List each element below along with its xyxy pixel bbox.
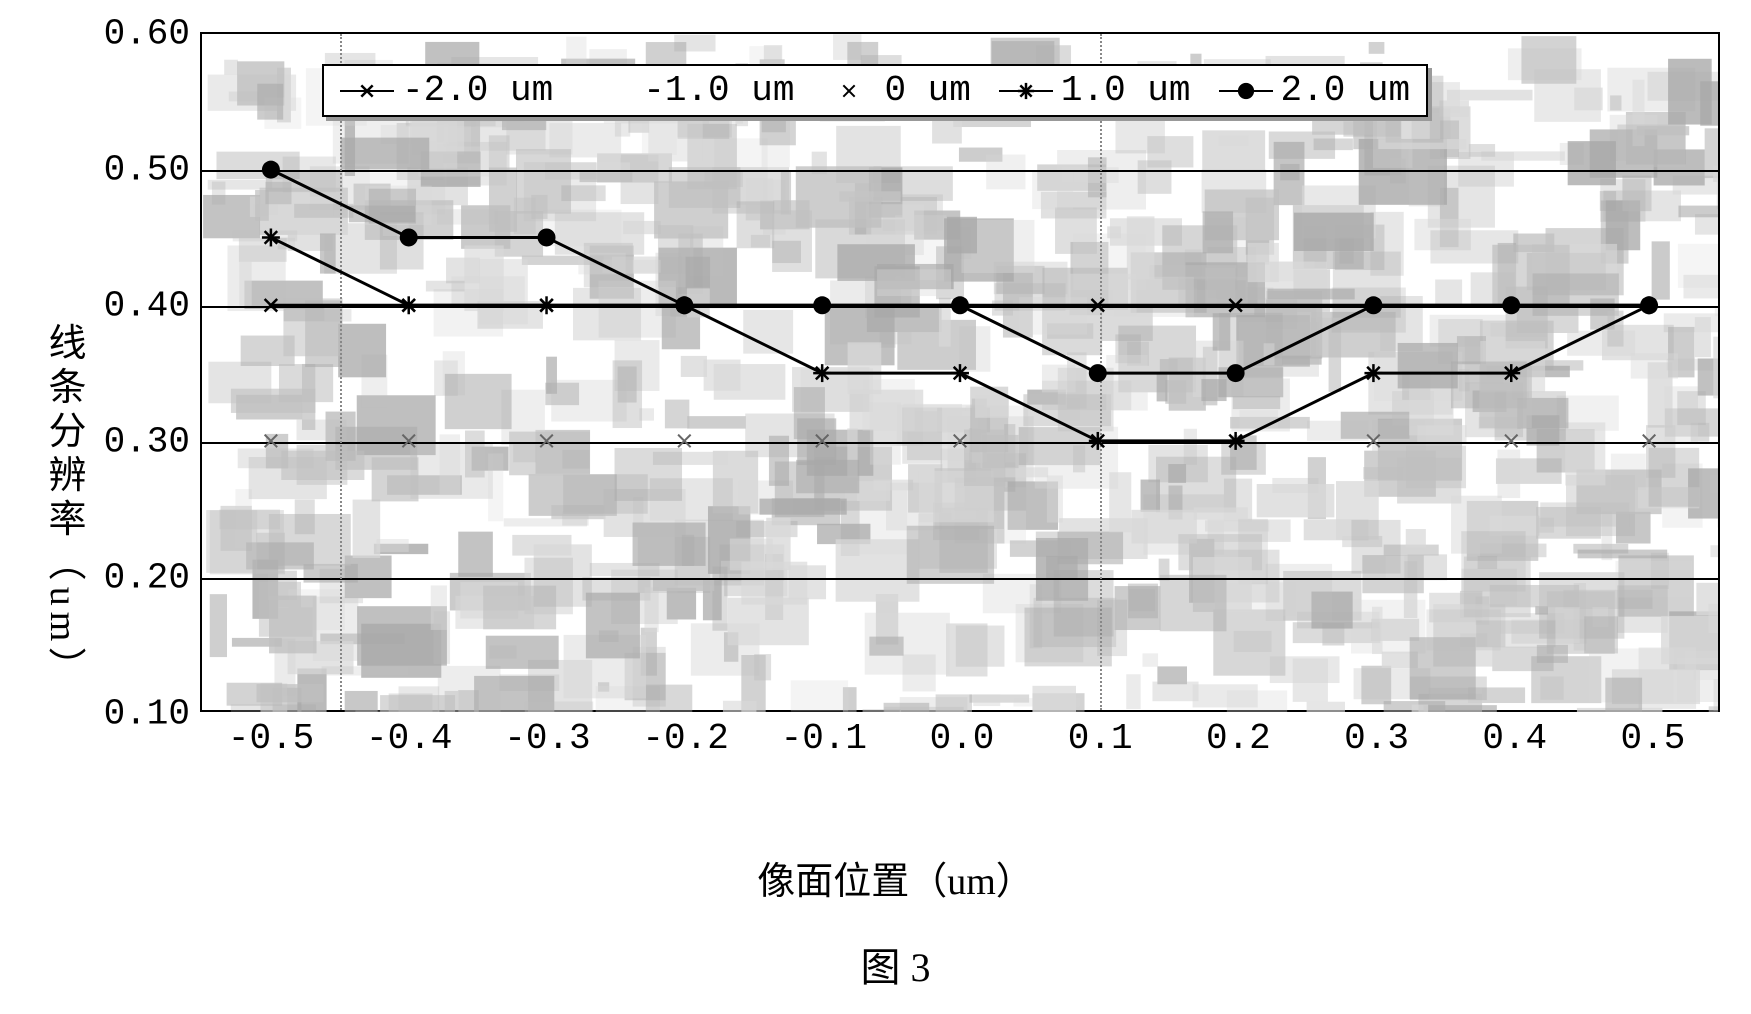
x-tick-label: 0.5 [1621, 718, 1686, 759]
x-tick-label: 0.3 [1344, 718, 1409, 759]
x-tick-label: 0.2 [1206, 718, 1271, 759]
y-axis-title: 线条分辨率（um） [36, 323, 91, 692]
x-tick-label: -0.1 [781, 718, 867, 759]
y-tick-label: 0.50 [104, 150, 190, 191]
series-overlay [202, 34, 1718, 712]
series-line [271, 237, 1649, 440]
legend-swatch [1219, 90, 1273, 92]
legend-label: 2.0 um [1281, 70, 1411, 111]
x-tick-label: 0.0 [930, 718, 995, 759]
legend-swatch [340, 90, 394, 92]
y-tick-label: 0.30 [104, 422, 190, 463]
legend-swatch [581, 90, 635, 92]
x-tick-label: -0.4 [366, 718, 452, 759]
legend-item: 2.0 um [1219, 70, 1411, 111]
legend-label: 0 um [884, 70, 970, 111]
legend-item: 0 um [822, 70, 970, 111]
legend-label: 1.0 um [1061, 70, 1191, 111]
figure-caption: 图 3 [861, 935, 931, 993]
y-tick-label: 0.40 [104, 286, 190, 327]
x-tick-label: -0.3 [504, 718, 590, 759]
legend: -2.0 um -1.0 um 0 um 1.0 um 2.0 um [322, 64, 1428, 117]
legend-item: -1.0 um [581, 70, 794, 111]
plot-area: -2.0 um-1.0 um 0 um 1.0 um2.0 um 0.100.2… [200, 32, 1720, 712]
x-tick-label: -0.2 [642, 718, 728, 759]
figure-container: 线条分辨率（um） [20, 20, 1751, 994]
x-tick-label: -0.5 [228, 718, 314, 759]
legend-label: -1.0 um [643, 70, 794, 111]
legend-item: -2.0 um [340, 70, 553, 111]
legend-swatch [999, 90, 1053, 92]
x-tick-label: 0.4 [1482, 718, 1547, 759]
y-tick-label: 0.20 [104, 558, 190, 599]
x-tick-label: 0.1 [1068, 718, 1133, 759]
y-tick-label: 0.10 [104, 694, 190, 735]
y-tick-label: 0.60 [104, 14, 190, 55]
x-axis-title: 像面位置（um） [757, 850, 1034, 905]
legend-swatch [822, 90, 876, 92]
legend-item: 1.0 um [999, 70, 1191, 111]
legend-label: -2.0 um [402, 70, 553, 111]
series-line [271, 170, 1649, 373]
